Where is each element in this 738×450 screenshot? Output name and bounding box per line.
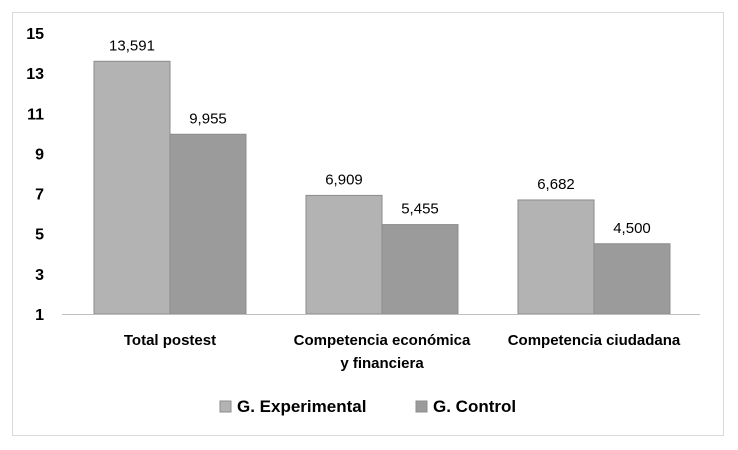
legend-label: G. Control (433, 397, 516, 416)
y-tick-label: 11 (27, 106, 44, 123)
legend-label: G. Experimental (237, 397, 366, 416)
y-tick-label: 15 (26, 26, 44, 43)
bar (517, 199, 595, 315)
data-label: 6,682 (537, 176, 575, 193)
legend-swatch (219, 400, 232, 413)
bar (381, 224, 459, 315)
bar (169, 133, 247, 315)
category-label: Competencia ciudadana (508, 332, 681, 349)
y-tick-label: 5 (35, 227, 44, 244)
data-label: 6,909 (325, 171, 363, 188)
bar (305, 194, 383, 315)
y-tick-label: 7 (35, 187, 44, 204)
data-label: 13,591 (109, 37, 155, 54)
category-label: Total postest (124, 332, 216, 349)
y-tick-label: 3 (35, 267, 44, 284)
bars-group: 13,591 6,909 6,682 9,955 5,455 4,500 (93, 37, 671, 315)
category-labels: Total postest Competencia económica y fina… (124, 332, 681, 372)
data-label: 4,500 (613, 220, 651, 237)
data-label: 9,955 (189, 110, 227, 127)
legend-swatch (415, 400, 428, 413)
y-tick-label: 9 (35, 146, 44, 163)
data-label: 5,455 (401, 201, 439, 218)
bar (593, 243, 671, 315)
y-tick-label: 1 (35, 307, 44, 324)
bar (93, 60, 171, 315)
legend: G. Experimental G. Control (219, 397, 516, 416)
category-label: y financiera (340, 355, 424, 372)
category-label: Competencia económica (294, 332, 471, 349)
y-tick-label: 13 (26, 66, 44, 83)
